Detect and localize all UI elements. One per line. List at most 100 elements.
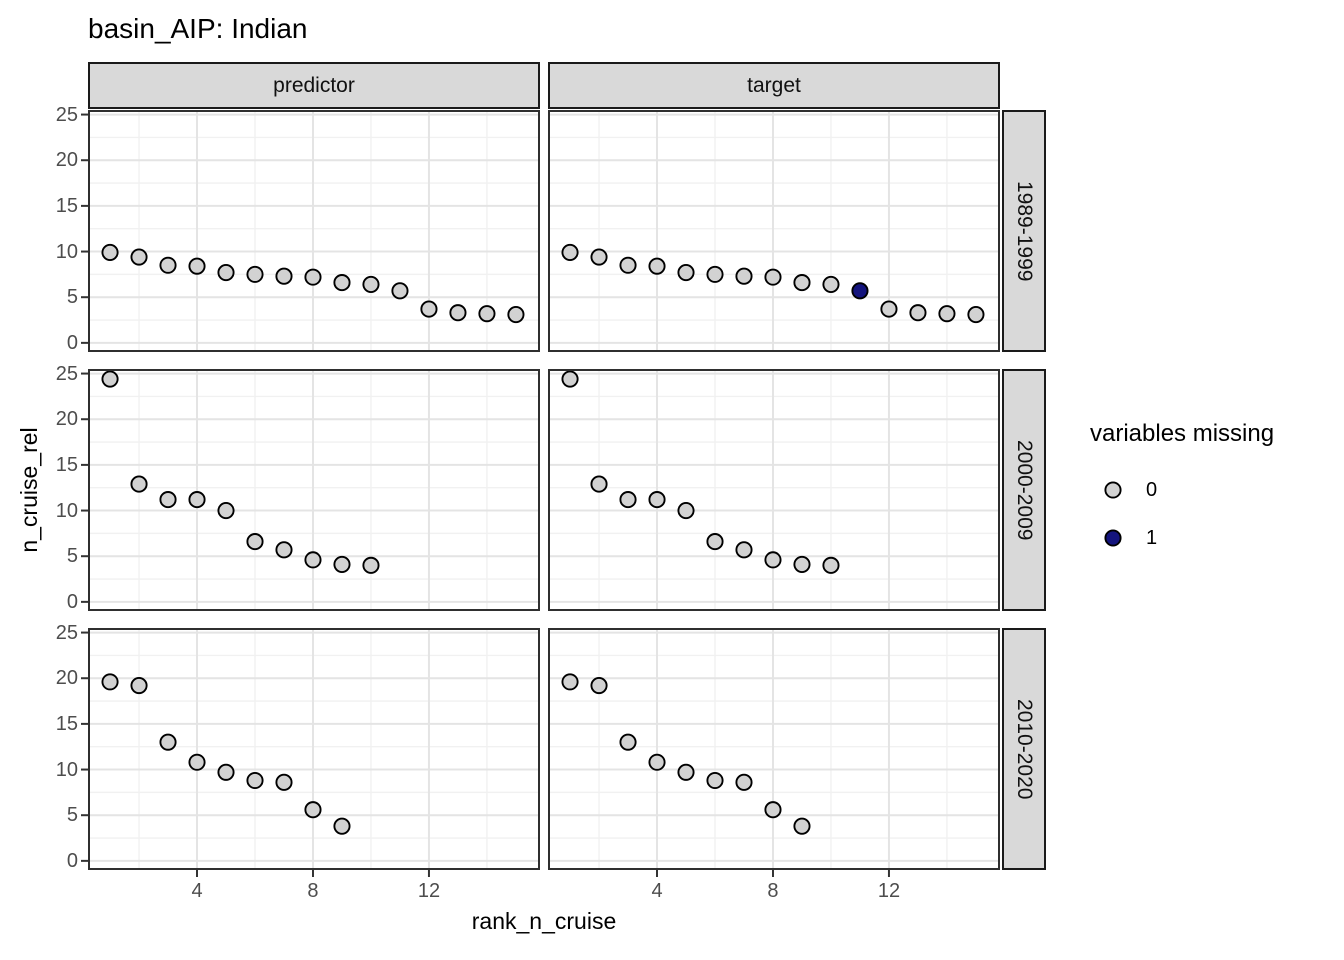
data-point: [938, 305, 956, 323]
data-point: [706, 265, 724, 283]
x-tick-label: 4: [191, 880, 203, 902]
facet-column-strip-predictor: predictor: [88, 62, 540, 109]
data-point: [706, 771, 724, 790]
legend-key-navy-point-icon: [1104, 529, 1122, 547]
facet-column-strip-target: target: [548, 62, 1000, 109]
y-tick-label: 0: [66, 590, 78, 613]
panel-target-1989-1999: [548, 110, 1000, 352]
y-tick-label: 20: [55, 149, 78, 172]
data-point: [130, 676, 148, 695]
y-tick-label: 25: [55, 362, 78, 385]
legend-item-1: 1: [1090, 514, 1340, 562]
data-point: [275, 773, 293, 791]
data-point: [101, 370, 119, 388]
data-point: [333, 274, 351, 292]
data-point: [246, 265, 264, 283]
data-point: [101, 673, 119, 691]
data-point: [590, 676, 608, 695]
data-point: [677, 501, 695, 520]
data-point: [217, 501, 235, 520]
data-point: [188, 753, 206, 771]
data-point: [217, 763, 235, 781]
data-point: [764, 551, 782, 569]
y-tick-label: 15: [55, 712, 78, 735]
data-point: [304, 268, 322, 286]
x-tick-label: 12: [877, 880, 901, 902]
x-tick-label: 4: [651, 880, 663, 902]
data-point: [159, 733, 177, 751]
data-point: [130, 248, 148, 266]
data-point: [677, 763, 695, 781]
data-point: [561, 370, 579, 388]
panel-predictor-1989-1999: [81, 110, 540, 352]
facet-row-strip-2010-2020: 2010-2020: [1002, 628, 1046, 870]
data-point: [735, 773, 753, 791]
plot-title: basin_AIP: Indian: [88, 13, 308, 44]
data-point: [677, 264, 695, 282]
data-point: [391, 282, 409, 300]
data-point: [304, 801, 322, 819]
y-tick-label: 10: [55, 499, 78, 522]
data-point: [735, 541, 753, 559]
data-point: [851, 282, 869, 300]
data-point: [333, 555, 351, 573]
data-point: [735, 267, 753, 285]
data-point: [764, 801, 782, 819]
data-point: [619, 491, 637, 509]
facet-row-strip-1989-1999: 1989-1999: [1002, 110, 1046, 352]
x-tick-label: 12: [417, 880, 441, 902]
y-tick-label: 25: [55, 103, 78, 126]
panel-target-2000-2009: [548, 369, 1000, 611]
data-point: [648, 257, 666, 275]
x-tick-label: 8: [307, 880, 319, 902]
data-point: [478, 305, 496, 323]
y-tick-label: 0: [66, 331, 78, 354]
panel-target-2010-2020: [548, 628, 1000, 877]
data-point: [420, 300, 438, 318]
data-point: [706, 533, 724, 551]
data-point: [507, 306, 525, 324]
data-point: [188, 491, 206, 509]
data-point: [619, 733, 637, 751]
data-point: [880, 300, 898, 318]
data-point: [590, 248, 608, 266]
data-point: [449, 304, 467, 322]
data-point: [967, 306, 985, 324]
data-point: [648, 753, 666, 771]
data-point: [159, 256, 177, 274]
data-point: [188, 257, 206, 275]
y-tick-label: 15: [55, 194, 78, 217]
data-point: [793, 817, 811, 835]
data-point: [130, 475, 148, 493]
x-axis-title: rank_n_cruise: [471, 908, 617, 934]
data-point: [362, 556, 380, 574]
data-point: [217, 264, 235, 282]
legend-item-0: 0: [1090, 466, 1340, 514]
data-point: [909, 304, 927, 322]
data-point: [619, 256, 637, 274]
data-point: [159, 491, 177, 509]
y-tick-label: 20: [55, 408, 78, 431]
legend-title: variables missing: [1090, 420, 1275, 447]
y-tick-label: 25: [55, 621, 78, 644]
data-point: [304, 551, 322, 569]
y-tick-label: 0: [66, 849, 78, 872]
data-point: [822, 275, 840, 293]
data-point: [822, 556, 840, 574]
x-tick-label: 8: [767, 880, 779, 902]
legend-item-label: 0: [1146, 478, 1158, 501]
data-point: [101, 243, 119, 262]
data-point: [333, 817, 351, 835]
data-point: [275, 541, 293, 559]
data-point: [590, 475, 608, 493]
y-tick-label: 20: [55, 667, 78, 690]
y-tick-label: 10: [55, 758, 78, 781]
data-point: [275, 267, 293, 285]
facet-row-strip-2000-2009: 2000-2009: [1002, 369, 1046, 611]
legend-key-gray-point-icon: [1104, 481, 1122, 499]
y-tick-label: 5: [66, 286, 78, 309]
y-tick-label: 10: [55, 240, 78, 263]
panel-predictor-2010-2020: [81, 628, 540, 877]
data-point: [793, 555, 811, 573]
